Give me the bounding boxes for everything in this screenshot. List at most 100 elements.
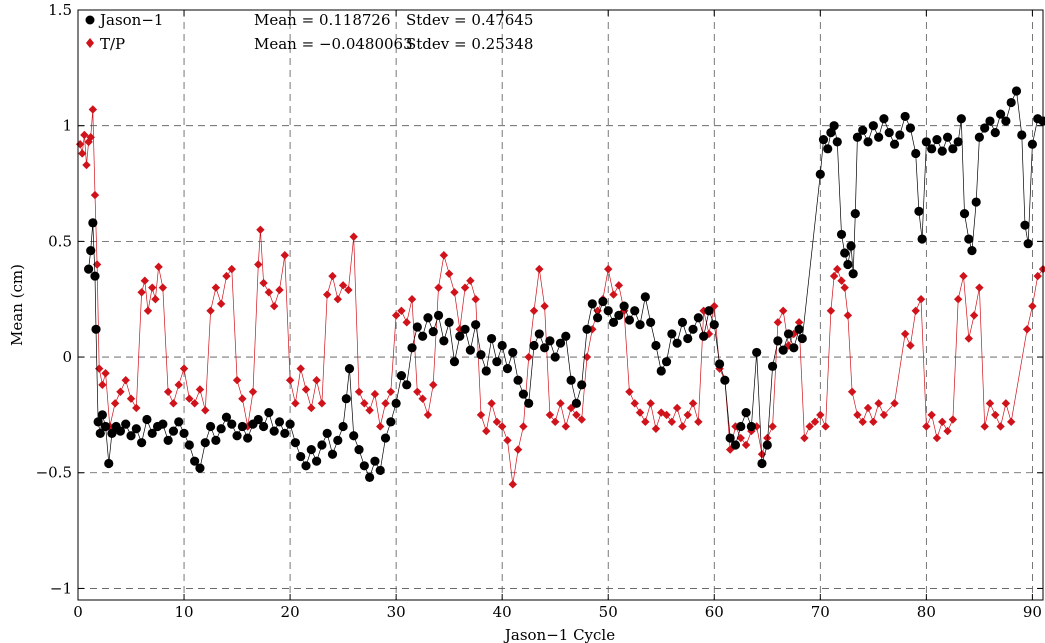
point-jason1 — [635, 320, 645, 330]
point-tp — [938, 417, 947, 427]
tick-layer: 0 10 20 30 40 50 60 70 80 90 −1 −0.5 0 0.5 1 1.5 — [36, 1, 1043, 621]
point-tp — [572, 410, 581, 420]
point-jason1 — [296, 451, 306, 462]
point-tp — [985, 399, 995, 408]
point-jason1 — [359, 461, 369, 471]
point-jason1 — [953, 137, 963, 147]
point-tp — [778, 306, 788, 315]
point-tp — [360, 399, 369, 408]
point-jason1 — [815, 169, 825, 179]
point-jason1 — [163, 435, 173, 445]
point-jason1 — [555, 338, 566, 348]
point-jason1 — [465, 345, 475, 355]
point-tp — [582, 352, 592, 362]
point-jason1 — [900, 111, 910, 122]
point-jason1 — [783, 329, 794, 339]
point-tp — [662, 410, 671, 420]
point-tp — [413, 387, 422, 396]
point-jason1 — [444, 317, 454, 327]
point-jason1 — [274, 417, 285, 427]
point-jason1 — [513, 375, 523, 385]
point-tp — [524, 352, 533, 362]
point-tp — [439, 251, 449, 260]
legend-marker-tp — [86, 38, 94, 48]
point-tp — [641, 417, 650, 427]
point-jason1 — [852, 132, 863, 142]
point-jason1 — [502, 364, 513, 374]
point-tp — [296, 364, 305, 373]
point-tp — [529, 306, 539, 315]
point-jason1 — [486, 333, 497, 344]
point-tp — [397, 306, 406, 315]
point-tp — [140, 276, 150, 285]
point-jason1 — [90, 271, 100, 281]
point-jason1 — [661, 357, 672, 367]
point-tp — [201, 406, 210, 415]
point-tp — [391, 311, 401, 320]
point-tp — [307, 403, 316, 413]
point-tp — [248, 387, 258, 396]
point-jason1 — [608, 317, 619, 327]
point-tp — [927, 410, 936, 420]
point-jason1 — [264, 407, 274, 418]
point-jason1 — [301, 461, 311, 471]
point-jason1 — [683, 333, 693, 344]
point-tp — [508, 480, 517, 489]
point-tp — [1006, 417, 1016, 427]
point-tp — [238, 394, 247, 403]
point-jason1 — [677, 317, 688, 327]
point-tp — [429, 380, 438, 390]
point-jason1 — [571, 398, 582, 408]
point-tp — [789, 329, 798, 339]
point-jason1 — [917, 234, 927, 244]
point-jason1 — [826, 128, 836, 138]
x-axis-label: Jason−1 Cycle — [503, 626, 615, 643]
point-tp — [688, 399, 698, 408]
point-tp — [741, 440, 751, 450]
point-jason1 — [1001, 116, 1011, 126]
point-jason1 — [285, 419, 295, 429]
point-tp — [826, 306, 836, 315]
point-jason1 — [433, 310, 444, 321]
point-tp — [291, 399, 300, 408]
point-tp — [476, 410, 486, 420]
point-jason1 — [840, 248, 850, 258]
point-tp — [1028, 301, 1037, 311]
point-tp — [810, 417, 820, 427]
point-jason1 — [121, 419, 131, 429]
point-jason1 — [476, 350, 486, 360]
point-tp — [975, 283, 984, 292]
point-tp — [126, 394, 136, 403]
point-jason1 — [93, 417, 103, 427]
point-jason1 — [850, 209, 860, 219]
point-tp — [625, 387, 634, 396]
point-jason1 — [956, 114, 966, 124]
point-jason1 — [794, 324, 804, 334]
point-tp — [376, 422, 385, 431]
point-tp — [519, 422, 528, 431]
point-jason1 — [688, 324, 698, 334]
point-tp — [317, 399, 327, 408]
point-tp — [890, 399, 899, 408]
point-jason1 — [829, 121, 839, 131]
jason1-stdev-text: Stdev = 0.47645 — [406, 11, 533, 29]
point-jason1 — [971, 197, 981, 207]
point-jason1 — [539, 343, 550, 353]
legend-marker-jason1 — [85, 15, 95, 25]
x-tick-label: 30 — [387, 603, 406, 621]
point-tp — [301, 385, 311, 394]
point-tp — [768, 422, 777, 431]
point-tp — [482, 426, 491, 436]
point-tp — [312, 375, 321, 385]
point-tp — [763, 433, 772, 443]
point-tp — [338, 281, 348, 290]
point-tp — [143, 306, 153, 315]
point-tp — [222, 271, 231, 281]
point-tp — [964, 334, 973, 343]
point-jason1 — [100, 421, 111, 432]
series-jason1 — [84, 86, 1045, 482]
point-jason1 — [428, 327, 438, 337]
point-tp — [513, 445, 523, 454]
point-jason1 — [959, 209, 970, 219]
point-jason1 — [823, 144, 833, 154]
